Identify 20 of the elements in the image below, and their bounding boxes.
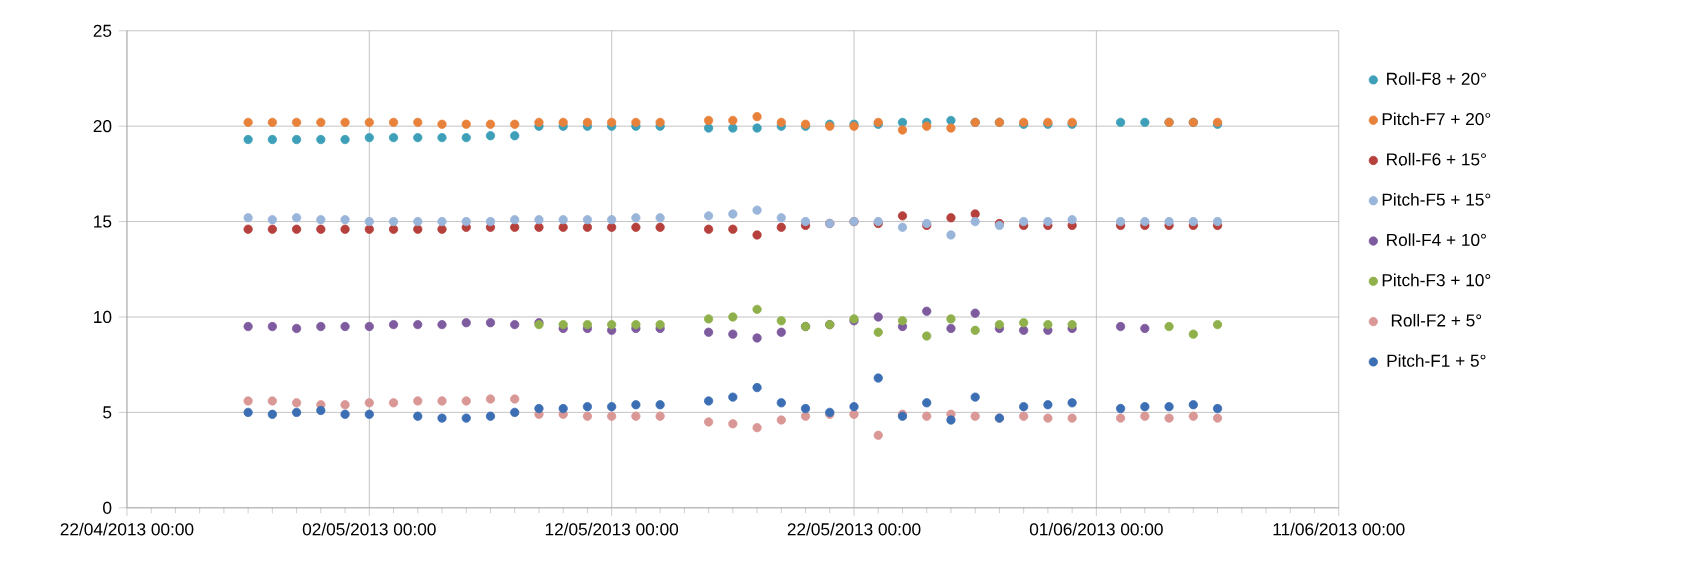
- legend-label: Roll-F4 + 10°: [1387, 233, 1486, 247]
- x-tick-label: 22/04/2013 00:00: [60, 522, 194, 536]
- y-tick-label: 15: [94, 215, 112, 228]
- legend-label: Pitch-F5 + 15°: [1382, 193, 1491, 206]
- x-tick-label: 22/05/2013 00:00: [787, 522, 921, 536]
- x-tick-label: 01/06/2013 00:00: [1029, 522, 1163, 536]
- legend-label: Roll-F2 + 5°: [1391, 313, 1482, 327]
- x-tick-label: 02/05/2013 00:00: [302, 522, 436, 536]
- legend-label: Pitch-F7 + 20°: [1382, 112, 1491, 126]
- y-tick-label: 20: [93, 120, 112, 133]
- y-tick-label: 25: [93, 24, 112, 37]
- x-tick-label: 12/05/2013 00:00: [545, 522, 679, 536]
- legend-label: Roll-F6 + 15°: [1387, 152, 1486, 166]
- x-tick-label: 11/06/2013 00:00: [1273, 522, 1405, 536]
- legend-label: Pitch-F1 + 5°: [1387, 354, 1486, 367]
- y-tick-label: 5: [103, 406, 112, 419]
- legend-label: Pitch-F3 + 10°: [1382, 273, 1491, 287]
- y-tick-label: 10: [94, 310, 112, 324]
- y-tick-label: 0: [103, 501, 112, 514]
- legend-label: Roll-F8 + 20°: [1387, 72, 1486, 85]
